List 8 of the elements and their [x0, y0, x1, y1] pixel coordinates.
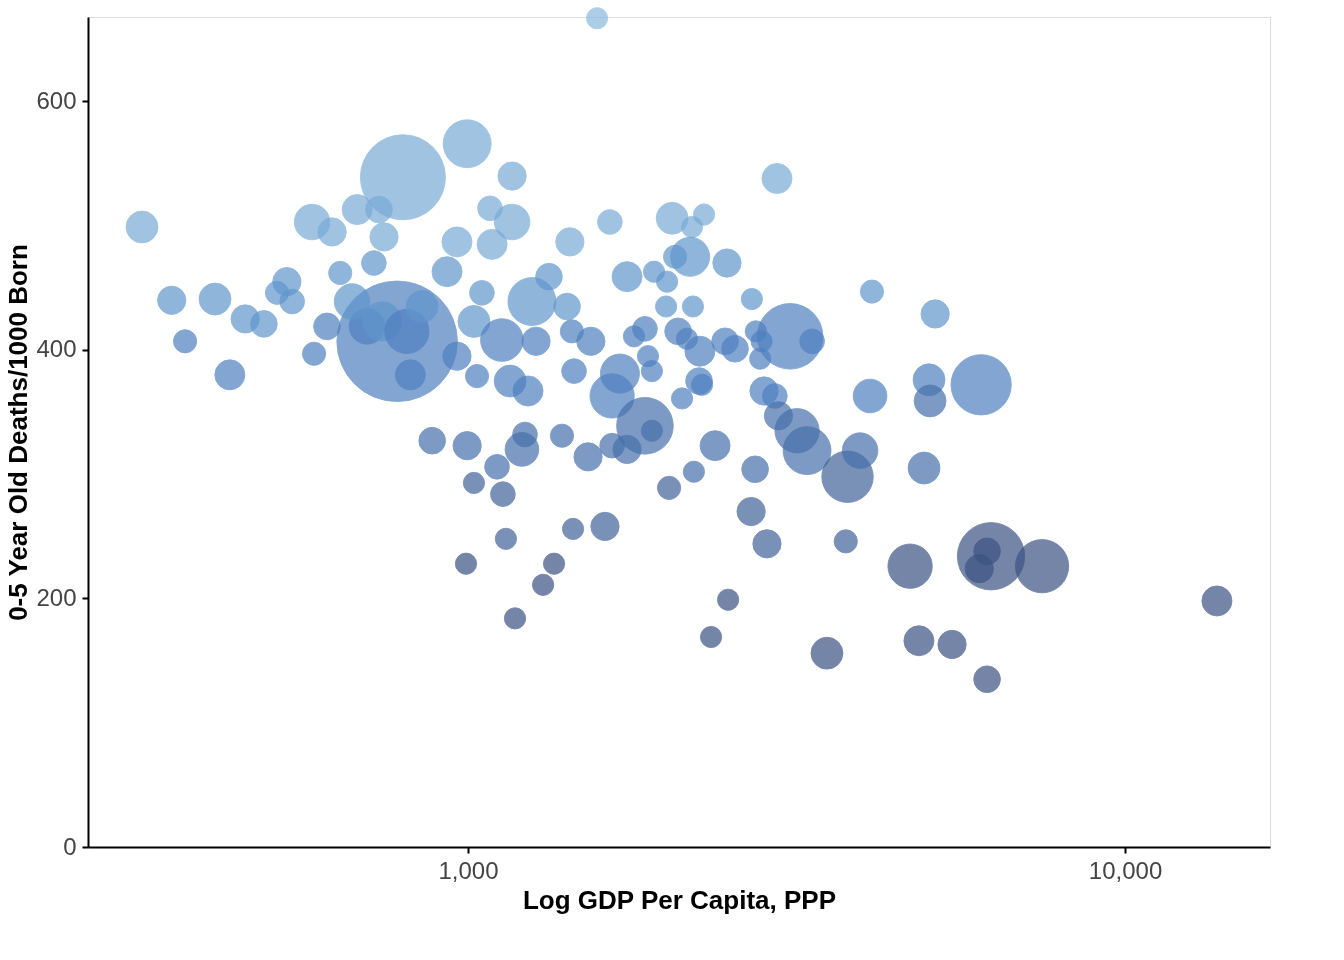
x-axis-title: Log GDP Per Capita, PPP — [522, 884, 837, 915]
y-axis-title: 0-5 Year Old Deaths/1000 Born — [3, 244, 34, 621]
x-tick-label: 1,000 — [438, 856, 499, 884]
x-tick-label: 10,000 — [1088, 856, 1163, 884]
y-tick-label: 600 — [36, 86, 77, 114]
y-tick-label: 0 — [63, 832, 77, 860]
y-tick-label: 200 — [36, 584, 77, 611]
y-tick-label: 400 — [36, 335, 77, 363]
